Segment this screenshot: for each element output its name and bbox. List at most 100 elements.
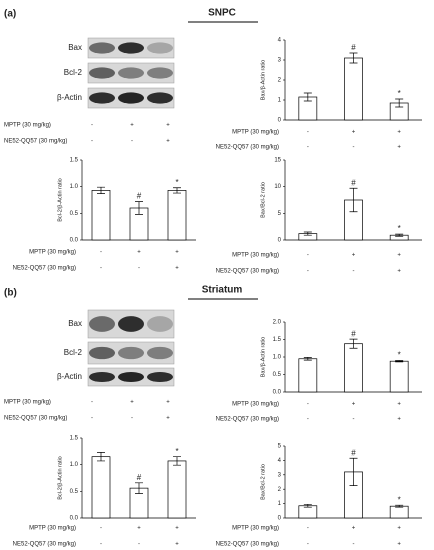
- treatment-sign: -: [307, 526, 309, 532]
- error-bar: [349, 457, 358, 486]
- treatment-sign: -: [353, 542, 355, 548]
- treatment-sign: -: [91, 123, 93, 129]
- significance-marker: #: [351, 448, 356, 457]
- significance-marker: *: [175, 178, 178, 187]
- y-axis-label: Bax/β-Actin ratio: [260, 337, 266, 377]
- error-bar: [173, 456, 181, 466]
- treatment-sign: +: [130, 123, 134, 129]
- significance-marker: #: [351, 43, 356, 52]
- error-bar: [97, 186, 105, 194]
- treatment-sign: -: [100, 250, 102, 256]
- treatment-sign: -: [91, 400, 93, 406]
- blot-band: [147, 371, 173, 383]
- treatment-label: MPTP (30 mg/kg): [29, 526, 76, 532]
- error-bar: [303, 503, 312, 508]
- treatment-sign: -: [100, 266, 102, 272]
- y-axis-label: Bax/Bcl-2 ratio: [260, 182, 266, 218]
- treatment-sign: +: [137, 526, 141, 532]
- y-tick-label: 1: [278, 98, 282, 104]
- error-bar: [173, 187, 181, 194]
- error-bar: [349, 338, 358, 349]
- y-tick-label: 0.0: [70, 238, 79, 244]
- blot-band: [89, 92, 115, 104]
- significance-marker: *: [175, 447, 178, 456]
- blot-band: [89, 42, 115, 54]
- y-tick-label: 5: [278, 444, 282, 450]
- y-tick-label: 5: [278, 211, 282, 217]
- treatment-sign: +: [166, 123, 170, 129]
- treatment-sign: -: [91, 139, 93, 145]
- bar: [344, 57, 363, 121]
- blot-band: [147, 92, 173, 104]
- error-bar: [303, 357, 312, 361]
- treatment-label: MPTP (30 mg/kg): [232, 526, 279, 532]
- error-bar: [395, 98, 404, 108]
- treatment-sign: +: [397, 526, 401, 532]
- bar: [389, 360, 409, 393]
- y-tick-label: 15: [274, 158, 281, 164]
- error-bar: [395, 233, 404, 237]
- treatment-sign: +: [397, 130, 401, 136]
- treatment-label: NE52-QQ57 (30 mg/kg): [13, 266, 76, 272]
- treatment-sign: -: [307, 402, 309, 408]
- treatment-sign: -: [307, 269, 309, 275]
- error-bar: [303, 231, 312, 236]
- bar: [298, 505, 318, 519]
- y-tick-label: 0.0: [273, 390, 282, 396]
- bar: [167, 460, 187, 519]
- significance-marker: *: [398, 495, 401, 504]
- y-tick-label: 0: [278, 118, 282, 124]
- treatment-label: NE52-QQ57 (30 mg/kg): [4, 416, 67, 422]
- blot-band: [89, 67, 115, 79]
- treatment-sign: -: [100, 526, 102, 532]
- blot-band-label: Bcl-2: [64, 68, 83, 77]
- y-axis-label: Bcl-2/β-Actin ratio: [57, 456, 63, 500]
- treatment-sign: +: [175, 266, 179, 272]
- blot-band: [118, 67, 144, 79]
- treatment-label: NE52-QQ57 (30 mg/kg): [4, 139, 67, 145]
- treatment-label: MPTP (30 mg/kg): [232, 402, 279, 408]
- significance-marker: #: [351, 329, 356, 338]
- treatment-label: NE52-QQ57 (30 mg/kg): [216, 145, 279, 151]
- error-bar: [395, 504, 404, 508]
- y-tick-label: 2.0: [273, 320, 282, 326]
- bar: [344, 343, 363, 393]
- error-bar: [303, 92, 312, 102]
- y-tick-label: 0.5: [273, 372, 282, 378]
- bar: [91, 190, 111, 241]
- treatment-sign: +: [397, 417, 401, 423]
- y-tick-label: 3: [278, 472, 282, 478]
- y-axis-label: Bcl-2/β-Actin ratio: [57, 178, 63, 222]
- treatment-sign: +: [166, 400, 170, 406]
- treatment-sign: +: [130, 400, 134, 406]
- y-tick-label: 1.0: [273, 355, 282, 361]
- treatment-label: NE52-QQ57 (30 mg/kg): [216, 417, 279, 423]
- treatment-label: NE52-QQ57 (30 mg/kg): [216, 542, 279, 548]
- treatment-label: MPTP (30 mg/kg): [4, 123, 51, 129]
- y-tick-label: 0.5: [70, 489, 79, 495]
- treatment-sign: -: [131, 139, 133, 145]
- blot-band: [118, 42, 144, 54]
- bar: [91, 456, 111, 519]
- error-bar: [349, 52, 358, 64]
- treatment-label: MPTP (30 mg/kg): [232, 253, 279, 259]
- treatment-sign: -: [307, 542, 309, 548]
- blot-band: [118, 92, 144, 104]
- blot-strip: [87, 341, 175, 365]
- significance-marker: *: [398, 224, 401, 233]
- blot-band: [118, 371, 144, 383]
- treatment-sign: -: [131, 416, 133, 422]
- y-tick-label: 0: [278, 516, 282, 522]
- treatment-sign: -: [100, 542, 102, 548]
- blot-band-label: Bax: [68, 43, 82, 52]
- treatment-sign: +: [352, 526, 356, 532]
- treatment-sign: -: [353, 417, 355, 423]
- blot-band-label: Bax: [68, 319, 82, 328]
- y-tick-label: 1.5: [70, 158, 79, 164]
- blot-band-label: β-Actin: [57, 372, 82, 381]
- y-tick-label: 0.0: [70, 516, 79, 522]
- treatment-sign: +: [352, 402, 356, 408]
- y-tick-label: 3: [278, 58, 282, 64]
- blot-band-label: Bcl-2: [64, 348, 83, 357]
- treatment-sign: -: [138, 266, 140, 272]
